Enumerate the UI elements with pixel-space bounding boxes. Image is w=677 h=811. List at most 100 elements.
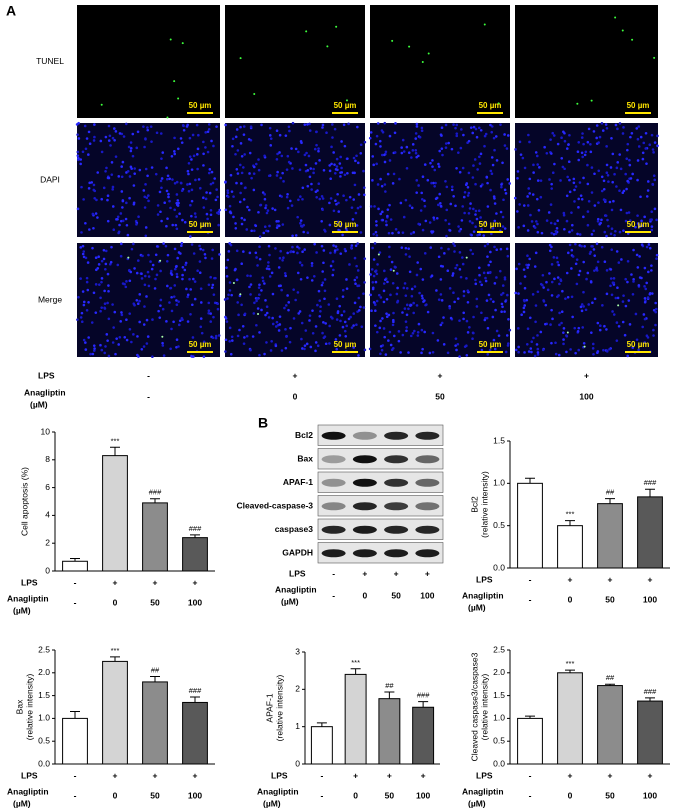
cell	[88, 142, 92, 145]
x-tick-label: 50	[150, 597, 160, 607]
cell	[332, 244, 335, 247]
cell	[490, 232, 493, 236]
cell	[525, 298, 529, 302]
cell	[405, 313, 409, 317]
cell	[263, 282, 266, 285]
cell	[93, 349, 96, 352]
cell	[553, 277, 556, 281]
cell	[591, 245, 594, 248]
cell	[159, 259, 162, 262]
cell	[606, 218, 609, 222]
cell	[564, 297, 567, 300]
cell	[595, 269, 599, 272]
cell	[242, 133, 246, 136]
cell	[285, 195, 289, 199]
cell	[407, 247, 411, 250]
cell	[120, 242, 123, 246]
cell	[304, 329, 308, 332]
cell	[347, 317, 351, 321]
cell	[583, 153, 587, 157]
cell	[447, 222, 451, 226]
cell	[240, 222, 244, 226]
cell	[196, 167, 199, 171]
cell	[621, 320, 625, 324]
cell	[187, 189, 191, 193]
cell	[129, 141, 133, 144]
cell	[354, 211, 358, 215]
error-bar	[645, 697, 655, 702]
lps-label: +	[113, 770, 118, 780]
cell	[136, 335, 139, 338]
cell	[249, 125, 253, 128]
dose-label: -	[147, 391, 150, 401]
bar	[62, 717, 88, 765]
cell	[353, 278, 357, 282]
cell	[426, 178, 430, 182]
cell	[520, 313, 523, 317]
cell	[500, 310, 503, 314]
cell	[263, 154, 266, 158]
cell	[181, 273, 184, 277]
cell	[409, 334, 413, 338]
error-bar	[565, 520, 575, 526]
cell	[411, 332, 415, 335]
cell	[268, 134, 272, 137]
cell	[446, 351, 450, 355]
cell	[442, 316, 445, 319]
cell	[330, 162, 333, 166]
cell	[368, 136, 372, 140]
cell	[526, 266, 530, 269]
cell	[617, 261, 621, 264]
cell	[170, 327, 173, 331]
cell	[193, 280, 197, 283]
cell	[354, 159, 357, 163]
cell	[373, 242, 377, 245]
cell	[173, 181, 177, 185]
cell	[609, 277, 613, 280]
cell	[605, 145, 608, 148]
cell	[550, 231, 554, 235]
cell	[629, 177, 633, 180]
cell	[579, 305, 583, 309]
cell	[270, 271, 274, 275]
cell	[194, 215, 197, 219]
cell	[650, 225, 654, 228]
cell	[461, 205, 464, 208]
cell	[517, 350, 520, 354]
cell	[559, 179, 562, 182]
blot-label: Bcl2	[295, 430, 313, 440]
cell	[181, 277, 184, 281]
cell	[170, 273, 174, 276]
cell	[644, 287, 648, 291]
cell	[394, 228, 398, 231]
cell	[479, 152, 483, 156]
cell	[98, 283, 101, 286]
cell	[218, 208, 222, 212]
cell	[228, 242, 231, 245]
cell	[143, 305, 146, 308]
cell	[247, 138, 251, 141]
cell	[415, 273, 419, 277]
cell	[495, 159, 499, 162]
lps-label: -	[332, 568, 335, 578]
cell	[388, 330, 392, 334]
cell	[188, 136, 192, 140]
cell	[378, 326, 382, 330]
cell	[338, 304, 342, 308]
cell	[568, 243, 572, 247]
cell	[335, 202, 338, 206]
cell	[583, 345, 586, 348]
cell	[162, 354, 166, 357]
cell	[647, 243, 651, 246]
cell	[454, 266, 457, 270]
cell	[111, 341, 115, 344]
cell	[306, 184, 310, 188]
cell	[236, 301, 240, 304]
cell	[175, 227, 179, 231]
cell	[142, 323, 146, 326]
cell	[495, 276, 498, 279]
cell	[388, 203, 391, 207]
cell	[401, 231, 405, 234]
cell	[289, 326, 292, 330]
cell	[206, 217, 209, 221]
